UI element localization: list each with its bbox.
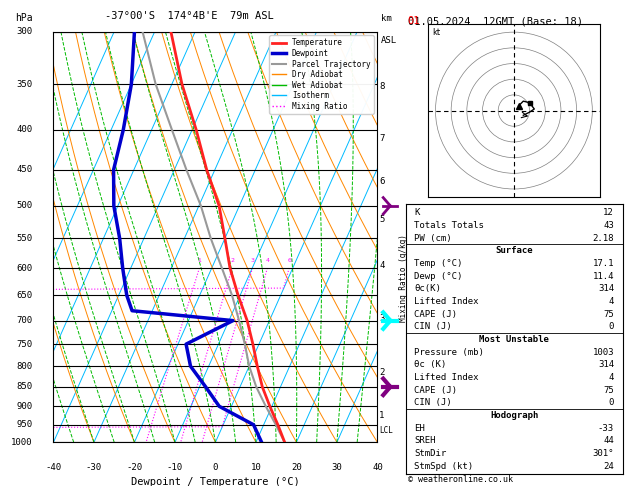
Text: 900: 900 [16, 402, 33, 411]
Text: 2.18: 2.18 [593, 233, 614, 243]
Text: 4: 4 [609, 373, 614, 382]
Text: 800: 800 [16, 362, 33, 371]
Text: CAPE (J): CAPE (J) [415, 386, 457, 395]
Text: 40: 40 [372, 463, 383, 472]
Text: Mixing Ratio (g/kg): Mixing Ratio (g/kg) [399, 234, 408, 322]
Text: 75: 75 [603, 386, 614, 395]
Text: 11.4: 11.4 [593, 272, 614, 280]
Text: 3: 3 [250, 258, 255, 263]
Text: PW (cm): PW (cm) [415, 233, 452, 243]
Text: 6: 6 [379, 176, 384, 186]
Text: © weatheronline.co.uk: © weatheronline.co.uk [408, 474, 513, 484]
Text: 2: 2 [379, 368, 384, 377]
Text: 850: 850 [16, 382, 33, 391]
Text: EH: EH [415, 424, 425, 433]
Text: 44: 44 [603, 436, 614, 445]
Text: 7: 7 [379, 134, 384, 142]
Text: 2: 2 [230, 258, 234, 263]
Text: 20: 20 [291, 463, 302, 472]
Text: 450: 450 [16, 165, 33, 174]
Text: θc(K): θc(K) [415, 284, 442, 293]
Text: StmDir: StmDir [415, 449, 447, 458]
Text: 600: 600 [16, 263, 33, 273]
Text: 650: 650 [16, 291, 33, 300]
Text: 1000: 1000 [11, 438, 33, 447]
Text: 350: 350 [16, 80, 33, 88]
Text: StmSpd (kt): StmSpd (kt) [415, 462, 474, 471]
Text: 300: 300 [16, 27, 33, 36]
Text: -20: -20 [126, 463, 143, 472]
Text: 301°: 301° [593, 449, 614, 458]
Text: km: km [381, 15, 391, 23]
Text: 314: 314 [598, 284, 614, 293]
Text: 1003: 1003 [593, 347, 614, 357]
Text: Pressure (mb): Pressure (mb) [415, 347, 484, 357]
Text: 24: 24 [603, 462, 614, 471]
Text: 17.1: 17.1 [593, 259, 614, 268]
Text: 550: 550 [16, 234, 33, 243]
Text: 75: 75 [603, 310, 614, 319]
Text: CAPE (J): CAPE (J) [415, 310, 457, 319]
Text: 01.05.2024  12GMT (Base: 18): 01.05.2024 12GMT (Base: 18) [408, 16, 582, 26]
Text: Dewp (°C): Dewp (°C) [415, 272, 463, 280]
Text: 10: 10 [250, 463, 261, 472]
Text: -33: -33 [598, 424, 614, 433]
Text: 500: 500 [16, 201, 33, 210]
Text: Surface: Surface [496, 246, 533, 255]
Text: 30: 30 [331, 463, 342, 472]
Text: 5: 5 [379, 215, 384, 224]
Text: 950: 950 [16, 420, 33, 429]
Text: CIN (J): CIN (J) [415, 399, 452, 407]
Text: 750: 750 [16, 340, 33, 348]
Text: 0: 0 [213, 463, 218, 472]
Text: 4: 4 [265, 258, 269, 263]
Text: 0: 0 [609, 322, 614, 331]
Text: -40: -40 [45, 463, 62, 472]
Text: K: K [415, 208, 420, 217]
Text: 700: 700 [16, 316, 33, 325]
Text: Hodograph: Hodograph [490, 411, 538, 420]
Text: 3: 3 [379, 313, 384, 323]
Text: Totals Totals: Totals Totals [415, 221, 484, 230]
Text: SREH: SREH [415, 436, 436, 445]
Text: 400: 400 [16, 125, 33, 134]
Text: 1: 1 [198, 258, 201, 263]
Text: 0: 0 [609, 399, 614, 407]
Text: 4: 4 [379, 260, 384, 270]
Text: CIN (J): CIN (J) [415, 322, 452, 331]
Text: ASL: ASL [381, 35, 397, 45]
Text: -37°00'S  174°4B'E  79m ASL: -37°00'S 174°4B'E 79m ASL [105, 11, 274, 21]
Text: hPa: hPa [15, 14, 33, 23]
Text: 4: 4 [609, 297, 614, 306]
Text: Dewpoint / Temperature (°C): Dewpoint / Temperature (°C) [131, 477, 300, 486]
Text: Temp (°C): Temp (°C) [415, 259, 463, 268]
Text: LCL: LCL [379, 426, 393, 434]
Text: θc (K): θc (K) [415, 360, 447, 369]
Text: Lifted Index: Lifted Index [415, 297, 479, 306]
Text: 314: 314 [598, 360, 614, 369]
Text: kt: kt [432, 28, 440, 37]
Text: Lifted Index: Lifted Index [415, 373, 479, 382]
Text: -30: -30 [86, 463, 102, 472]
Text: Most Unstable: Most Unstable [479, 335, 549, 344]
Legend: Temperature, Dewpoint, Parcel Trajectory, Dry Adiobat, Wet Adiobat, Isotherm, Mi: Temperature, Dewpoint, Parcel Trajectory… [269, 35, 374, 114]
Text: 43: 43 [603, 221, 614, 230]
Text: 1: 1 [379, 411, 384, 420]
Text: -10: -10 [167, 463, 183, 472]
Text: 12: 12 [603, 208, 614, 217]
Text: 01: 01 [408, 16, 420, 26]
Text: 6: 6 [287, 258, 291, 263]
Text: 8: 8 [379, 82, 384, 90]
